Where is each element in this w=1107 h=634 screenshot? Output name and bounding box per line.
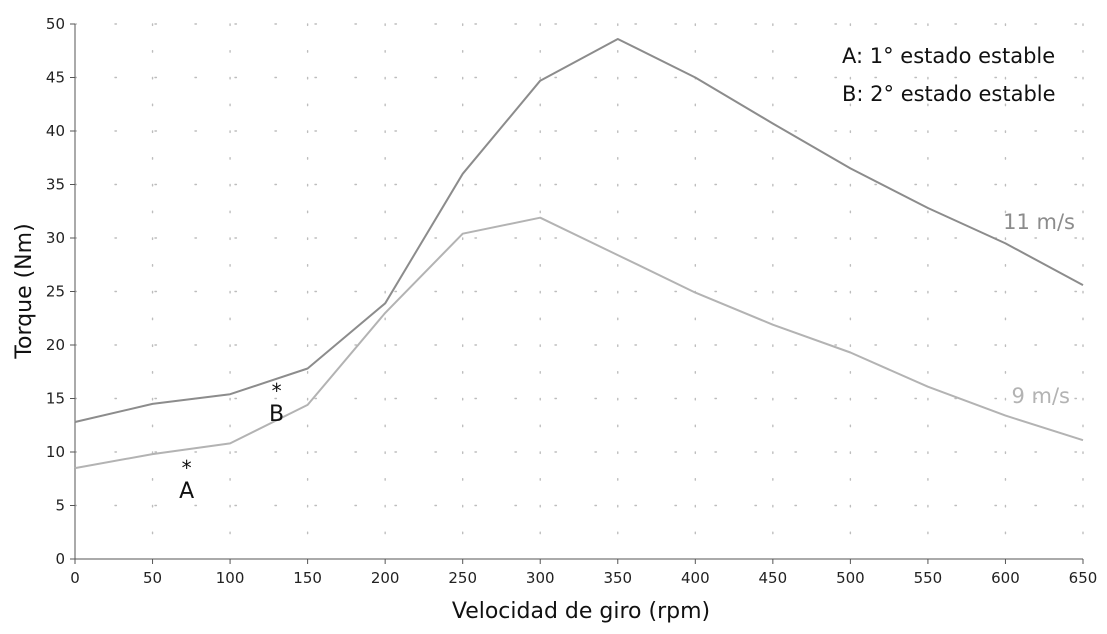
point-marker-b: * (272, 379, 282, 403)
x-tick-label: 300 (526, 569, 555, 587)
x-tick-label: 100 (216, 569, 245, 587)
y-tick-label: 40 (46, 122, 65, 140)
x-tick-label: 600 (991, 569, 1020, 587)
legend-entry-b: B: 2° estado estable (842, 82, 1056, 106)
point-label-b: B (269, 402, 284, 427)
y-tick-label: 20 (46, 336, 65, 354)
y-tick-label: 35 (46, 176, 65, 194)
series (74, 38, 1084, 470)
x-ticks: 0 50 100 150 200 250 300 350 400 450 500 550 600 650 (70, 559, 1097, 587)
y-tick-label: 10 (46, 443, 65, 461)
x-tick-label: 450 (759, 569, 788, 587)
y-tick-label: 45 (46, 69, 65, 87)
x-tick-label: 250 (448, 569, 477, 587)
point-markers: *A*B (179, 379, 284, 504)
y-tick-label: 5 (55, 497, 65, 515)
x-tick-label: 650 (1069, 569, 1098, 587)
x-tick-label: 400 (681, 569, 710, 587)
x-tick-label: 500 (836, 569, 865, 587)
y-tick-label: 0 (55, 550, 65, 568)
y-axis-title: Torque (Nm) (12, 223, 37, 359)
x-tick-label: 350 (603, 569, 632, 587)
y-tick-label: 50 (46, 15, 65, 33)
legend-entry-a: A: 1° estado estable (842, 44, 1055, 68)
x-axis-title: Velocidad de giro (rpm) (452, 599, 710, 624)
y-ticks: 0 5 10 15 20 25 30 35 40 45 50 (46, 15, 75, 568)
x-tick-label: 150 (293, 569, 322, 587)
x-tick-label: 550 (914, 569, 943, 587)
y-tick-label: 25 (46, 283, 65, 301)
series-label-9ms: 9 m/s (1011, 384, 1070, 408)
point-marker-a: * (182, 456, 192, 480)
grid (74, 23, 1084, 560)
series-label-11ms: 11 m/s (1003, 210, 1075, 234)
series-line-9ms (74, 216, 1084, 470)
y-tick-label: 30 (46, 229, 65, 247)
x-tick-label: 0 (70, 569, 80, 587)
point-label-a: A (179, 479, 194, 504)
x-tick-label: 200 (371, 569, 400, 587)
y-tick-label: 15 (46, 390, 65, 408)
series-line-11ms (74, 38, 1084, 423)
x-tick-label: 50 (143, 569, 162, 587)
